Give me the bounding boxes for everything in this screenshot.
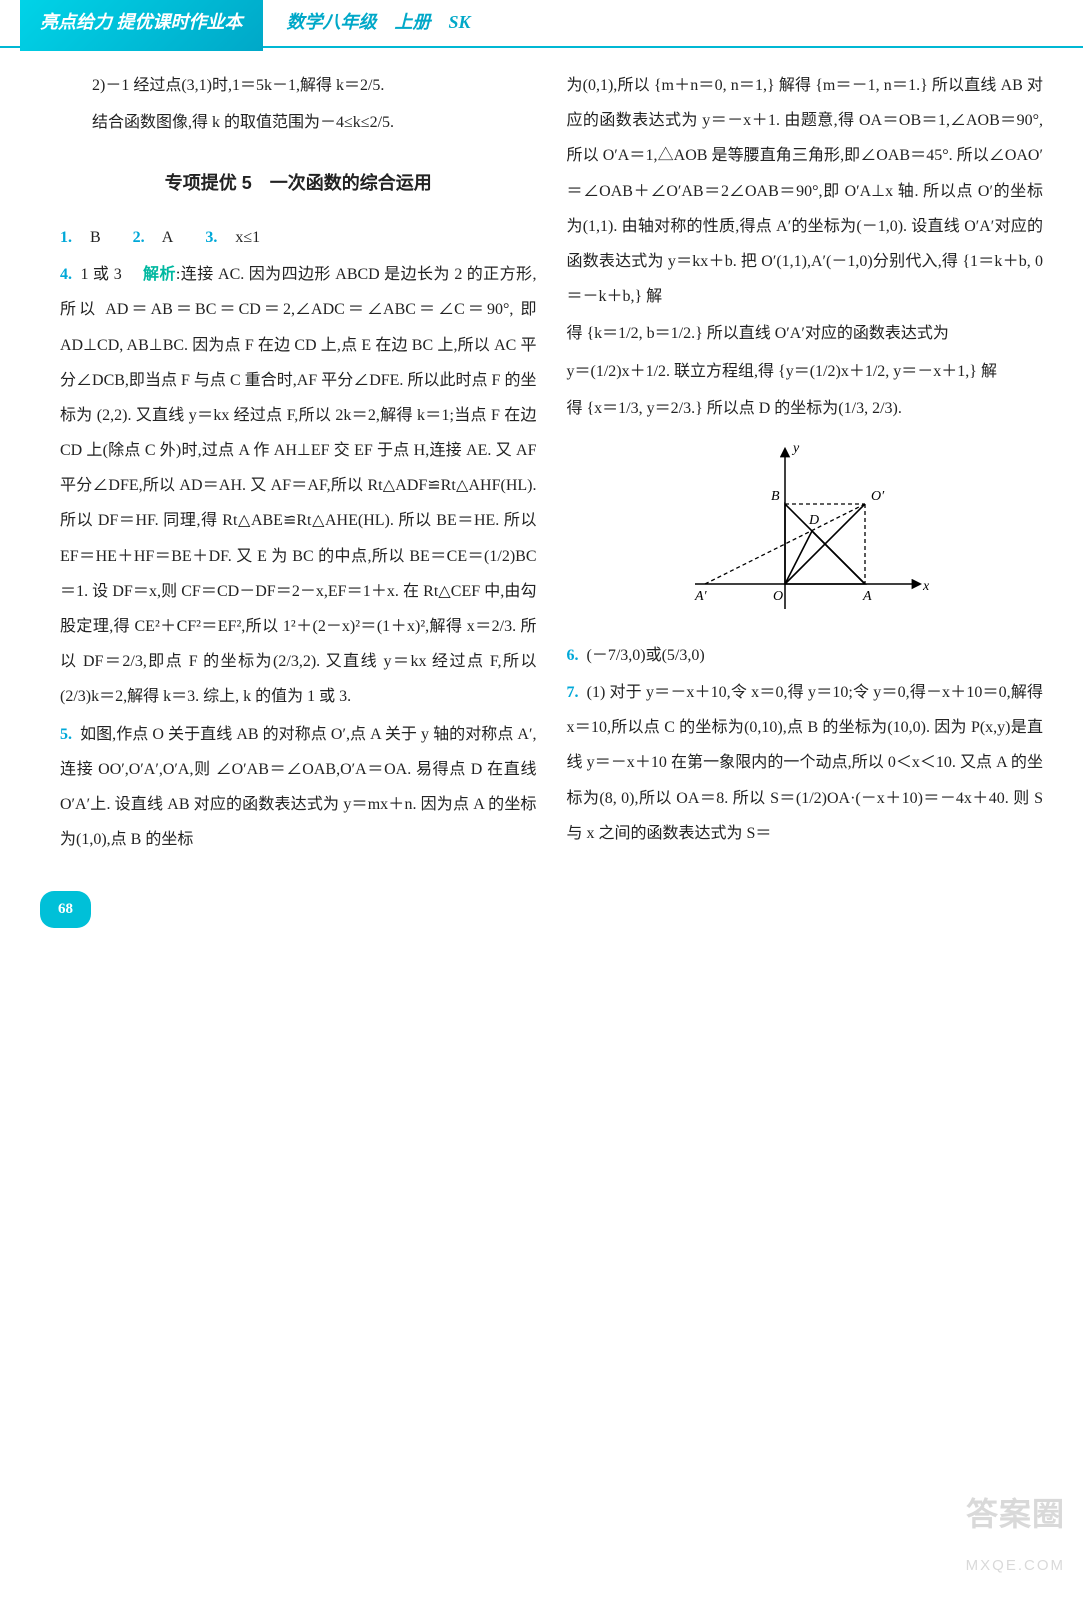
q5-text-left: 如图,作点 O 关于直线 AB 的对称点 O′,点 A 关于 y 轴的对称点 A… <box>60 726 537 849</box>
q5-num: 5. <box>60 726 72 743</box>
page-body: 2)－1 经过点(3,1)时,1＝5k－1,解得 k＝2/5. 结合函数图像,得… <box>0 48 1083 879</box>
lbl-O: O <box>773 589 783 604</box>
q2-num: 2. <box>133 229 145 246</box>
answers-1-3: 1. B 2. A 3. x≤1 <box>60 220 537 255</box>
lbl-y: y <box>791 441 800 456</box>
page-number: 68 <box>40 891 91 928</box>
q7-block: 7. (1) 对于 y＝－x＋10,令 x＝0,得 y＝10;令 y＝0,得－x… <box>567 675 1044 851</box>
q5-left: 5. 如图,作点 O 关于直线 AB 的对称点 O′,点 A 关于 y 轴的对称… <box>60 717 537 858</box>
lbl-D: D <box>808 513 819 528</box>
q4-num: 4. <box>60 266 72 283</box>
q5-diagram: x y O A A′ B O′ D <box>675 434 935 624</box>
header-tab-left: 亮点给力 <box>40 12 112 32</box>
q6-block: 6. (－7/3,0)或(5/3,0) <box>567 638 1044 673</box>
watermark: 答案圈 MXQE.COM <box>966 1479 1065 1582</box>
q3-num: 3. <box>205 229 217 246</box>
q6-num: 6. <box>567 647 579 664</box>
q2-answer: A <box>162 229 174 246</box>
q3-answer: x≤1 <box>235 229 260 246</box>
page-header: 亮点给力 提优课时作业本 数学八年级 上册 SK <box>0 0 1083 48</box>
q5-right-4: 得 {x＝1/3, y＝2/3.} 所以点 D 的坐标为(1/3, 2/3). <box>567 391 1044 426</box>
prev-line-1: 2)－1 经过点(3,1)时,1＝5k－1,解得 k＝2/5. <box>60 68 537 103</box>
q7-text: (1) 对于 y＝－x＋10,令 x＝0,得 y＝10;令 y＝0,得－x＋10… <box>567 684 1044 842</box>
q1-num: 1. <box>60 229 72 246</box>
header-tab: 亮点给力 提优课时作业本 <box>20 0 263 51</box>
right-column: 为(0,1),所以 {m＋n＝0, n＝1,} 解得 {m＝－1, n＝1.} … <box>567 68 1044 859</box>
left-column: 2)－1 经过点(3,1)时,1＝5k－1,解得 k＝2/5. 结合函数图像,得… <box>60 68 537 859</box>
watermark-line1: 答案圈 <box>966 1479 1065 1549</box>
q7-num: 7. <box>567 684 579 701</box>
analysis-label: 解析 <box>143 266 176 283</box>
section-title: 专项提优 5 一次函数的综合运用 <box>60 164 537 204</box>
q4-text: :连接 AC. 因为四边形 ABCD 是边长为 2 的正方形,所以 AD＝AB＝… <box>60 266 537 705</box>
header-subject: 数学八年级 上册 SK <box>287 3 471 43</box>
header-tab-right: 提优课时作业本 <box>117 12 243 32</box>
lbl-x: x <box>922 579 930 594</box>
watermark-line2: MXQE.COM <box>966 1549 1065 1582</box>
q5-right-1: 为(0,1),所以 {m＋n＝0, n＝1,} 解得 {m＝－1, n＝1.} … <box>567 68 1044 314</box>
q4-answer: 1 或 3 <box>80 266 121 283</box>
prev-line-2: 结合函数图像,得 k 的取值范围为－4≤k≤2/5. <box>60 105 537 140</box>
lbl-B: B <box>771 489 780 504</box>
q1-answer: B <box>90 229 101 246</box>
lbl-Ap: A′ <box>694 589 708 604</box>
q5-right-2: 得 {k＝1/2, b＝1/2.} 所以直线 O′A′对应的函数表达式为 <box>567 316 1044 351</box>
q6-answer: (－7/3,0)或(5/3,0) <box>587 647 705 664</box>
q4-block: 4. 1 或 3 解析:连接 AC. 因为四边形 ABCD 是边长为 2 的正方… <box>60 257 537 714</box>
q5-right-3: y＝(1/2)x＋1/2. 联立方程组,得 {y＝(1/2)x＋1/2, y＝－… <box>567 354 1044 389</box>
lbl-Op: O′ <box>871 489 885 504</box>
lbl-A: A <box>862 589 872 604</box>
